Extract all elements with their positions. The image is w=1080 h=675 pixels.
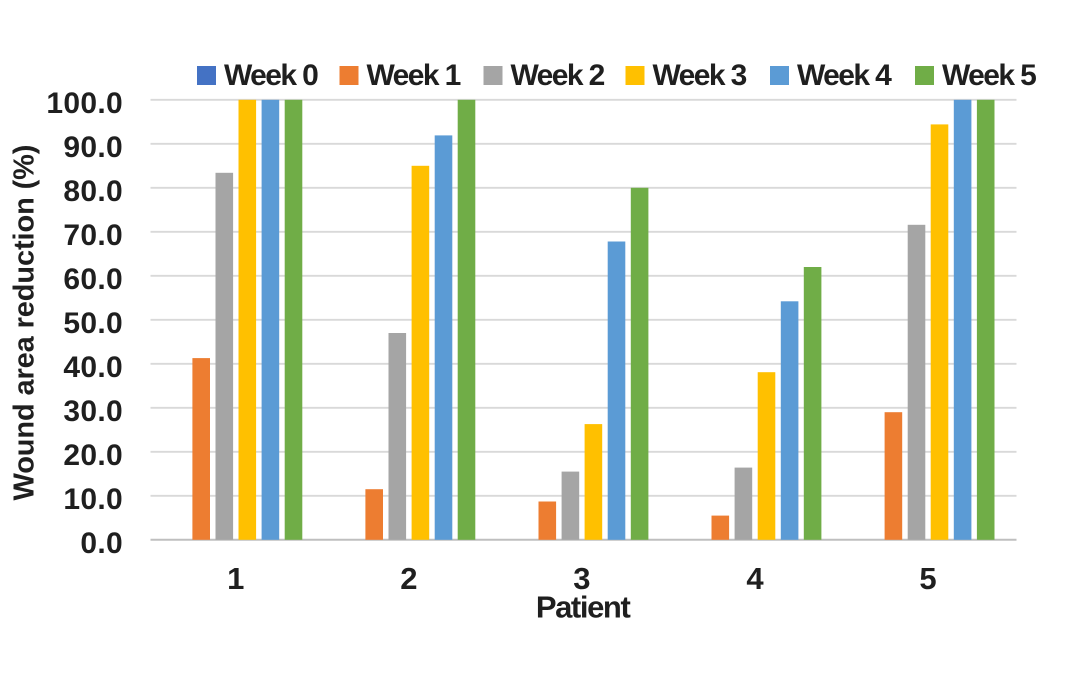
svg-text:40.0: 40.0 bbox=[63, 351, 123, 384]
svg-text:Week 1: Week 1 bbox=[367, 59, 461, 92]
svg-text:Patient: Patient bbox=[536, 590, 631, 625]
svg-text:3: 3 bbox=[573, 561, 590, 596]
svg-text:Week 5: Week 5 bbox=[942, 59, 1036, 92]
svg-text:10.0: 10.0 bbox=[63, 483, 123, 516]
svg-text:Week 0: Week 0 bbox=[224, 59, 318, 92]
svg-text:5: 5 bbox=[919, 561, 936, 596]
svg-text:1: 1 bbox=[227, 561, 244, 596]
svg-text:70.0: 70.0 bbox=[63, 219, 123, 252]
svg-text:100.0: 100.0 bbox=[46, 87, 123, 120]
svg-text:90.0: 90.0 bbox=[63, 131, 123, 164]
svg-text:Week 2: Week 2 bbox=[511, 59, 605, 92]
svg-text:50.0: 50.0 bbox=[63, 307, 123, 340]
svg-text:20.0: 20.0 bbox=[63, 439, 123, 472]
svg-text:4: 4 bbox=[746, 561, 764, 596]
svg-text:0.0: 0.0 bbox=[80, 527, 123, 560]
svg-text:Week 3: Week 3 bbox=[653, 59, 747, 92]
svg-text:60.0: 60.0 bbox=[63, 263, 123, 296]
svg-text:30.0: 30.0 bbox=[63, 395, 123, 428]
svg-text:80.0: 80.0 bbox=[63, 175, 123, 208]
svg-text:2: 2 bbox=[400, 561, 417, 596]
svg-text:Wound area reduction (%): Wound area reduction (%) bbox=[9, 145, 41, 501]
svg-text:Week 4: Week 4 bbox=[797, 59, 892, 92]
